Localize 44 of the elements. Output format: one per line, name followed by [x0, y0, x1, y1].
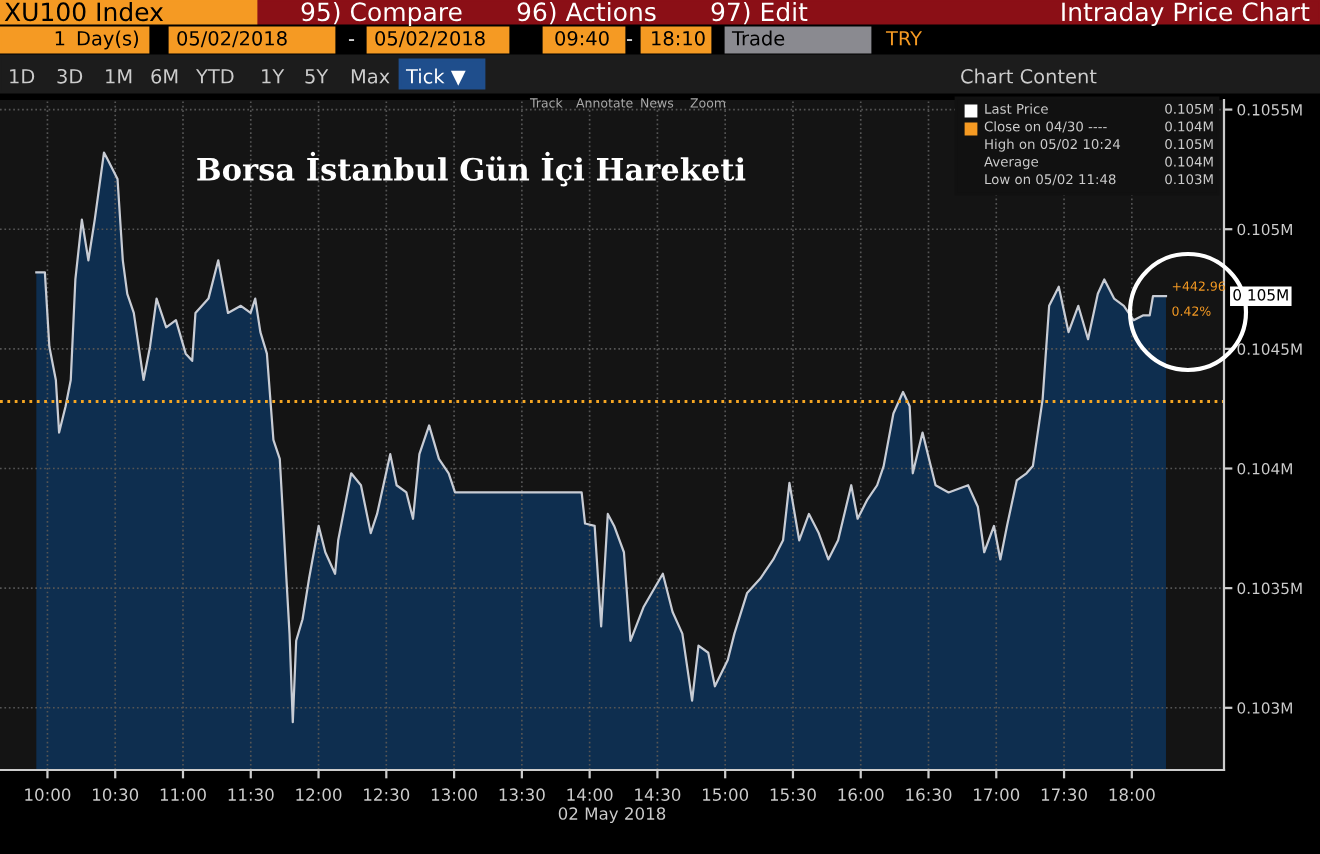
text: Trade — [731, 30, 785, 46]
text: 1 — [55, 31, 65, 46]
text: Borsa İstanbul Gün İçi Hareketi — [197, 151, 746, 187]
text: 05/02/2018 — [375, 30, 485, 48]
text: 1Y — [262, 69, 285, 84]
text: Intraday Price Chart — [1062, 1, 1310, 27]
x-tick-label: 15:30 — [770, 788, 816, 801]
text: Max — [351, 69, 390, 84]
text: 1M — [106, 69, 132, 84]
x-tick-label: 11:00 — [160, 788, 206, 801]
x-tick-label: 11:30 — [228, 788, 274, 801]
x-tick-label: 13:30 — [499, 788, 545, 801]
text: 96) Actions — [517, 1, 656, 25]
text: 09:40 — [555, 30, 609, 46]
x-tick-label: 12:30 — [364, 788, 410, 801]
text: 6M — [151, 68, 178, 84]
x-tick-label: 12:00 — [296, 788, 342, 801]
text: 18:10 — [652, 30, 705, 46]
x-tick-label: 15:00 — [703, 788, 749, 801]
x-tick-label: 17:00 — [974, 788, 1020, 801]
x-tick-label: 16:30 — [906, 788, 952, 801]
text: - — [626, 39, 633, 41]
x-tick-label: 16:00 — [838, 788, 884, 801]
text: 5Y — [305, 69, 329, 84]
x-axis-title: 02 May 2018 — [558, 807, 666, 824]
text: TRY — [885, 31, 923, 46]
x-tick-label: 13:00 — [431, 788, 477, 801]
text: 05/02/2018 — [177, 30, 287, 48]
text: YTD — [195, 69, 234, 84]
text: 95) Compare — [301, 1, 462, 27]
text: Day(s) — [77, 30, 139, 50]
x-tick-label: 17:30 — [1041, 788, 1087, 801]
x-tick-label: 10:30 — [93, 788, 139, 801]
x-tick-label: 18:00 — [1109, 788, 1155, 801]
text: 1D — [10, 69, 35, 84]
text: 3D — [57, 68, 83, 84]
text: - — [348, 39, 355, 41]
text: Tick ▼ — [405, 68, 466, 86]
x-tick-label: 10:00 — [25, 788, 71, 801]
text: Chart Content — [961, 68, 1097, 84]
text: XU100 Index — [4, 1, 164, 22]
x-tick-label: 14:30 — [635, 788, 681, 801]
x-tick-label: 14:00 — [567, 788, 613, 801]
text: 97) Edit — [711, 1, 808, 25]
